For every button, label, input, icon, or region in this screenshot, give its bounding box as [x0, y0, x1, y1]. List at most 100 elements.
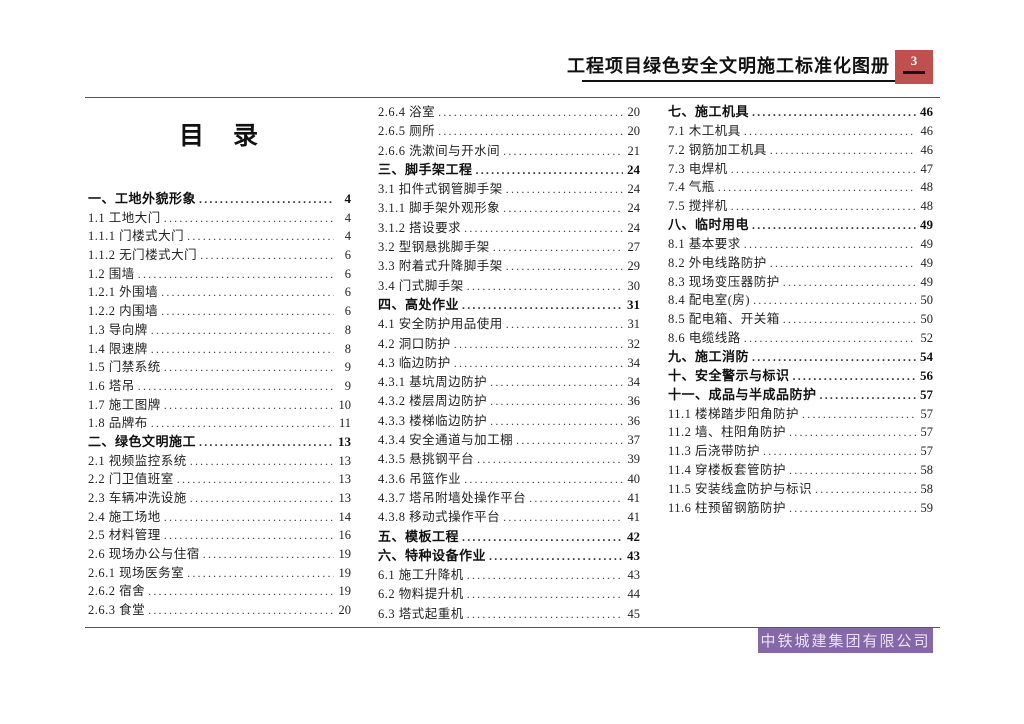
- toc-entry-page: 43: [627, 547, 640, 563]
- toc-entry: 8.1 基本要求 49: [668, 233, 933, 252]
- toc-entry-label: 三、脚手架工程: [378, 161, 473, 177]
- toc-entry-page: 11: [338, 416, 351, 431]
- toc-entry-page: 8: [344, 341, 351, 356]
- toc-entry-page: 46: [920, 104, 933, 119]
- toc-dot-leader: [789, 501, 916, 516]
- toc-entry-page: 37: [627, 433, 641, 448]
- toc-entry: 1.2 围墙 6: [88, 263, 351, 282]
- toc-entry-label: 2.6.4 浴室: [378, 105, 436, 119]
- toc-dot-leader: [164, 211, 334, 226]
- toc-entry: 8.3 现场变压器防护 49: [668, 271, 933, 290]
- toc-entry-label: 6.3 塔式起重机: [378, 606, 464, 621]
- toc-entry: 8.6 电缆线路 52: [668, 327, 933, 346]
- toc-entry-page: 14: [338, 509, 352, 524]
- toc-entry-label: 4.3.5 悬挑钢平台: [378, 452, 475, 467]
- toc-entry-label: 7.1 木工机具: [668, 123, 741, 138]
- toc-dot-leader: [164, 398, 334, 413]
- toc-entry-page: 27: [627, 240, 641, 255]
- toc-dot-leader: [199, 191, 334, 207]
- toc-entry-page: 42: [627, 528, 640, 544]
- toc-entry-page: 46: [920, 123, 934, 138]
- toc-entry: 11.2 墙、柱阳角防护 57: [668, 421, 933, 440]
- toc-entry: 1.1 工地大门 4: [88, 207, 351, 226]
- toc-entry-label: 11.6 柱预留钢筋防护: [668, 500, 787, 515]
- toc-entry-label: 2.5 材料管理: [88, 528, 161, 543]
- toc-entry-label: 一、工地外貌形象: [88, 191, 197, 206]
- toc-dot-leader: [744, 124, 916, 139]
- toc-entry-label: 3.2 型钢悬挑脚手架: [378, 240, 490, 255]
- toc-entry: 11.5 安装线盒防护与标识 58: [668, 478, 933, 497]
- toc-dot-leader: [789, 425, 916, 440]
- toc-entry: 1.1.1 门楼式大门 4: [88, 225, 351, 244]
- toc-entry-label: 四、高处作业: [378, 296, 460, 312]
- toc-dot-leader: [464, 221, 623, 236]
- toc-entry-label: 8.1 基本要求: [668, 236, 741, 251]
- toc-dot-leader: [200, 248, 334, 263]
- toc-dot-leader: [477, 452, 623, 467]
- toc-entry-label: 4.3.4 安全通道与加工棚: [378, 433, 514, 448]
- toc-column-1-entries: 一、工地外貌形象41.1 工地大门41.1.1 门楼式大门41.1.2 无门楼式…: [88, 188, 351, 618]
- toc-entry-page: 49: [920, 274, 934, 289]
- toc-dot-leader: [752, 104, 916, 120]
- toc-entry: 8.5 配电箱、开关箱 50: [668, 308, 933, 327]
- toc-entry: 2.6 现场办公与住宿 19: [88, 543, 351, 562]
- toc-entry: 7.2 钢筋加工机具 46: [668, 139, 933, 158]
- toc-column-1: 目 录 一、工地外貌形象41.1 工地大门41.1.1 门楼式大门41.1.2 …: [88, 122, 351, 618]
- toc-entry: 4.3.1 基坑周边防护 34: [378, 371, 640, 390]
- toc-entry: 11.1 楼梯踏步阳角防护 57: [668, 403, 933, 422]
- toc-entry-page: 21: [627, 143, 641, 158]
- toc-dot-leader: [467, 587, 623, 602]
- toc-entry-page: 16: [338, 528, 352, 543]
- toc-dot-leader: [516, 433, 623, 448]
- toc-entry-page: 59: [920, 500, 934, 515]
- toc-entry-page: 31: [627, 317, 641, 332]
- toc-entry-label: 3.1.1 脚手架外观形象: [378, 201, 501, 216]
- toc-entry-page: 13: [338, 433, 351, 449]
- toc-entry: 1.2.2 内围墙 6: [88, 300, 351, 319]
- toc-entry-label: 7.3 电焊机: [668, 161, 728, 176]
- toc-entry-page: 40: [627, 471, 641, 486]
- toc-entry-page: 8: [344, 322, 351, 337]
- toc-dot-leader: [454, 356, 623, 371]
- toc-entry: 九、施工消防 54: [668, 346, 933, 365]
- toc-entry-page: 48: [920, 180, 934, 195]
- toc-dot-leader: [731, 162, 916, 177]
- toc-entry-label: 2.6.3 食堂: [88, 603, 146, 618]
- toc-entry: 四、高处作业 31: [378, 294, 640, 313]
- toc-dot-leader: [164, 528, 334, 543]
- toc-dot-leader: [148, 603, 334, 618]
- toc-dot-leader: [190, 454, 334, 469]
- toc-dot-leader: [753, 293, 916, 308]
- toc-entry: 八、临时用电 49: [668, 214, 933, 233]
- toc-entry-page: 41: [627, 510, 641, 525]
- toc-entry-label: 1.2.2 内围墙: [88, 304, 159, 319]
- toc-entry-label: 2.3 车辆冲洗设施: [88, 491, 187, 505]
- toc-dot-leader: [731, 199, 916, 214]
- toc-entry-label: 7.5 搅拌机: [668, 199, 728, 214]
- toc-dot-leader: [462, 297, 623, 313]
- toc-entry: 7.3 电焊机 47: [668, 158, 933, 177]
- toc-entry: 4.3 临边防护 34: [378, 352, 640, 371]
- toc-dot-leader: [783, 275, 916, 290]
- toc-entry-page: 44: [627, 587, 641, 602]
- toc-entry-page: 13: [338, 491, 352, 505]
- toc-entry-label: 九、施工消防: [668, 348, 750, 364]
- toc-entry-label: 十一、成品与半成品防护: [668, 386, 817, 402]
- toc-entry-label: 4.3.2 楼层周边防护: [378, 394, 488, 409]
- toc-dot-leader: [187, 229, 334, 244]
- toc-entry: 7.4 气瓶 48: [668, 176, 933, 195]
- toc-dot-leader: [506, 259, 623, 274]
- toc-entry: 1.6 塔吊 9: [88, 375, 351, 394]
- toc-entry: 11.6 柱预留钢筋防护 59: [668, 497, 933, 516]
- toc-entry-label: 4.3.8 移动式操作平台: [378, 510, 501, 525]
- toc-entry: 1.1.2 无门楼式大门 6: [88, 244, 351, 263]
- toc-dot-leader: [770, 256, 916, 271]
- toc-entry-label: 4.3.6 吊篮作业: [378, 471, 462, 486]
- toc-entry-page: 49: [920, 255, 934, 270]
- toc-entry: 二、绿色文明施工 13: [88, 431, 351, 450]
- toc-entry-label: 2.6.2 宿舍: [88, 584, 146, 599]
- toc-entry-label: 2.1 视频监控系统: [88, 453, 187, 468]
- toc-entry: 7.1 木工机具 46: [668, 120, 933, 139]
- toc-dot-leader: [718, 180, 916, 195]
- toc-entry-label: 11.2 墙、柱阳角防护: [668, 425, 787, 440]
